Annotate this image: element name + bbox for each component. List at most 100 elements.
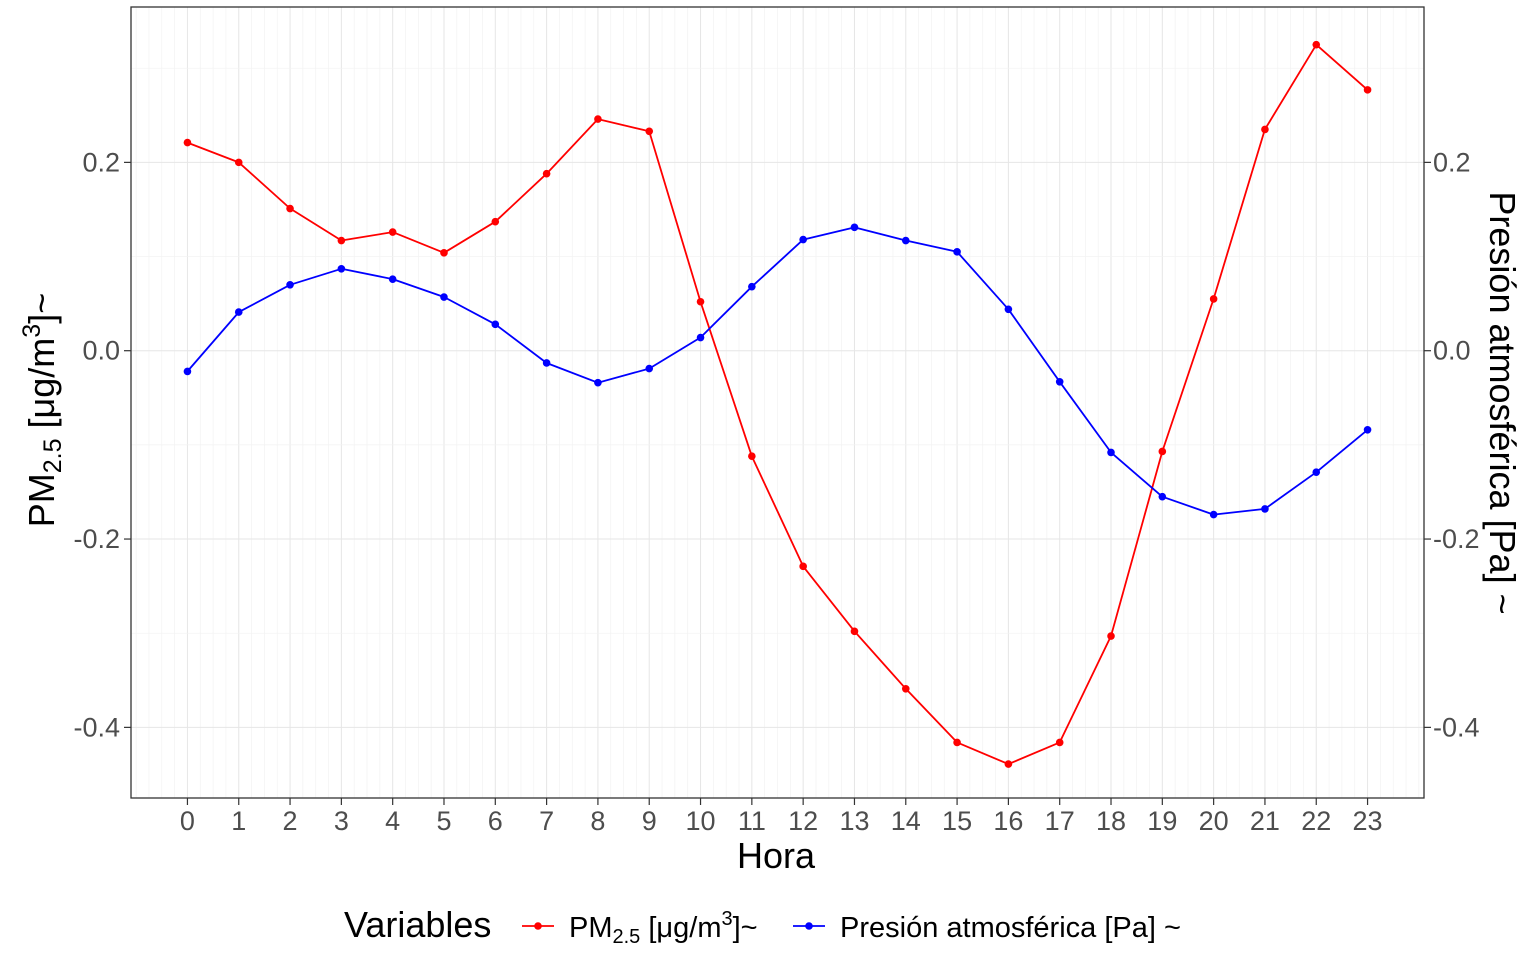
x-tick-label: 16 — [993, 806, 1023, 836]
y-right-tick-label: -0.2 — [1433, 524, 1480, 554]
x-tick-label: 3 — [334, 806, 349, 836]
x-tick-label: 13 — [839, 806, 869, 836]
x-tick-label: 20 — [1199, 806, 1229, 836]
x-tick-label: 22 — [1301, 806, 1331, 836]
data-point — [799, 562, 807, 571]
x-tick-label: 10 — [686, 806, 716, 836]
x-tick-label: 2 — [283, 806, 298, 836]
data-point — [594, 378, 602, 387]
data-point — [1261, 505, 1269, 513]
data-point — [696, 333, 705, 342]
data-point — [1261, 125, 1269, 134]
axes: 0 1 2 3 4 5 6 7 8 9 10 11 12 13 14 15 16 17 18 19 20 21 22 23-0… — [73, 147, 1479, 836]
data-point — [491, 320, 500, 329]
legend-items: PM2.5 [μg/m3]~ Presión atmosférica [Pa] ~ — [522, 908, 1181, 948]
y-left-tick-label: -0.4 — [73, 712, 120, 742]
data-point — [645, 127, 654, 136]
x-tick-label: 18 — [1096, 806, 1126, 836]
x-tick-label: 8 — [590, 806, 605, 836]
data-point — [183, 367, 192, 376]
data-point — [1312, 40, 1321, 49]
legend-key-point — [534, 922, 542, 930]
data-point — [850, 627, 859, 636]
legend-item: PM2.5 [μg/m3]~ — [522, 908, 758, 948]
legend-label-sub: 2.5 — [613, 926, 641, 948]
x-tick-label: 9 — [642, 806, 657, 836]
data-point — [953, 738, 961, 747]
x-tick-label: 6 — [488, 806, 503, 836]
series-presion — [183, 223, 1372, 519]
panel-border — [130, 6, 1425, 799]
data-point — [491, 217, 500, 226]
legend-key-point — [805, 922, 813, 930]
data-point — [1004, 305, 1013, 314]
x-tick-label: 23 — [1353, 806, 1383, 836]
x-tick-label: 14 — [891, 806, 921, 836]
legend-title: Variables — [344, 904, 491, 945]
x-tick-label: 7 — [539, 806, 554, 836]
data-point — [1209, 510, 1218, 519]
x-tick-label: 21 — [1250, 806, 1280, 836]
legend-label-sup: 3 — [721, 908, 732, 930]
data-point — [594, 115, 602, 123]
data-point — [799, 235, 807, 244]
series-line — [186, 226, 1369, 516]
data-point — [440, 248, 448, 257]
data-point — [286, 280, 294, 289]
data-point — [234, 158, 243, 167]
data-point — [1363, 86, 1372, 94]
y-left-title-base: PM — [21, 473, 62, 527]
data-point — [337, 236, 346, 245]
y-right-tick-label: 0.2 — [1433, 147, 1471, 177]
series-pm25 — [183, 40, 1372, 768]
x-tick-label: 1 — [231, 806, 246, 836]
y-left-title-end: ]~ — [21, 293, 62, 324]
data-point — [1363, 426, 1372, 434]
y-axis-right-title: Presión atmosférica [Pa] ~ — [1482, 191, 1523, 614]
data-point — [542, 359, 551, 367]
y-left-title-sup: 3 — [18, 324, 46, 338]
x-tick-label: 0 — [180, 806, 195, 836]
y-left-tick-label: 0.2 — [82, 147, 120, 177]
data-point — [645, 364, 654, 373]
x-tick-label: 17 — [1045, 806, 1075, 836]
data-point — [748, 452, 756, 460]
x-tick-label: 15 — [942, 806, 972, 836]
legend-label: PM2.5 [μg/m3]~ — [569, 908, 758, 948]
data-point — [901, 684, 910, 693]
data-point — [1312, 468, 1321, 476]
x-tick-label: 5 — [436, 806, 451, 836]
grid-lines — [131, 7, 1424, 798]
x-axis-title: Hora — [737, 835, 816, 876]
y-right-tick-label: -0.4 — [1433, 712, 1480, 742]
data-point — [748, 282, 756, 291]
legend-label-mid: [μg/m — [640, 912, 721, 944]
y-axis-left-title: PM2.5 [μg/m3]~ — [18, 293, 67, 527]
series-line — [187, 43, 1369, 765]
data-point — [1209, 295, 1218, 303]
x-tick-label: 11 — [738, 806, 766, 836]
y-left-tick-label: 0.0 — [82, 336, 120, 366]
legend-item: Presión atmosférica [Pa] ~ — [793, 912, 1181, 944]
data-point — [388, 228, 397, 236]
x-tick-label: 19 — [1147, 806, 1177, 836]
legend-label: Presión atmosférica [Pa] ~ — [840, 912, 1181, 944]
data-point — [696, 297, 705, 306]
data-point — [234, 308, 243, 316]
data-point — [1158, 492, 1167, 501]
legend-label-base: PM — [569, 912, 613, 944]
legend-label-base: Presión atmosférica [Pa] ~ — [840, 912, 1181, 944]
y-left-tick-label: -0.2 — [73, 524, 120, 554]
data-point — [337, 264, 346, 273]
y-left-title-mid: [μg/m — [21, 338, 62, 439]
data-point — [1107, 448, 1115, 457]
y-right-tick-label: 0.0 — [1433, 336, 1471, 366]
data-point — [542, 169, 551, 178]
data-point — [850, 223, 859, 232]
data-point — [1055, 738, 1064, 747]
legend-label-end: ]~ — [733, 912, 758, 944]
data-point — [1004, 760, 1013, 768]
legend: Variables PM2.5 [μg/m3]~ Presión atmosfér… — [344, 904, 1181, 948]
